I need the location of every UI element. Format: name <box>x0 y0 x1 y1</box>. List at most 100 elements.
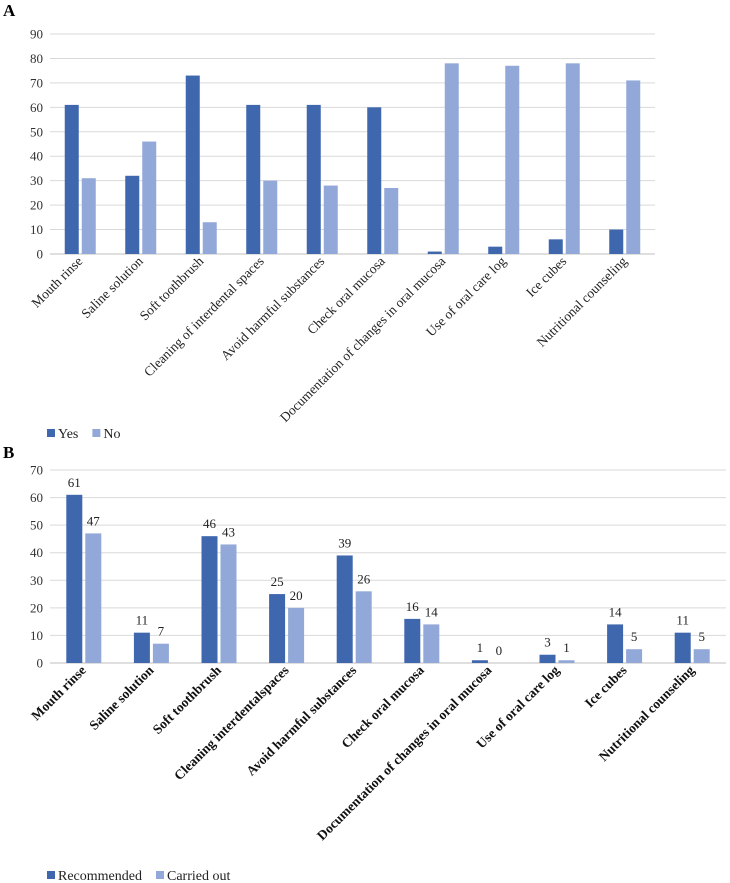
x-category-label: Ice cubes <box>523 254 569 300</box>
x-category-label: Saline solution <box>78 253 146 321</box>
y-tick-label: 70 <box>30 75 43 90</box>
bar-series2 <box>565 63 580 255</box>
data-label: 11 <box>676 613 689 628</box>
y-tick-label: 40 <box>30 545 43 560</box>
bar-series2 <box>202 222 217 254</box>
bar-series1 <box>548 239 563 254</box>
legend-swatch <box>155 871 164 879</box>
data-label: 3 <box>544 635 551 650</box>
data-label: 5 <box>698 629 705 644</box>
y-tick-label: 30 <box>30 173 43 188</box>
y-tick-label: 90 <box>30 27 43 42</box>
x-category-label: Avoid harmful substances <box>218 254 328 364</box>
bar-series1 <box>471 660 488 663</box>
y-tick-label: 20 <box>30 198 43 213</box>
x-category-label: Mouth rinse <box>28 663 89 724</box>
bar-series2 <box>558 660 575 663</box>
bar-series2 <box>81 178 96 254</box>
x-category-label: Saline solution <box>86 662 157 733</box>
data-label: 26 <box>357 571 371 586</box>
bar-series1 <box>427 251 442 254</box>
x-category-label: Ice cubes <box>582 663 630 711</box>
legend-entry: Yes <box>58 427 78 442</box>
x-category-label: Soft toothbrush <box>150 662 225 737</box>
y-tick-label: 80 <box>30 51 43 66</box>
bar-series2 <box>626 80 641 254</box>
data-label: 43 <box>222 524 235 539</box>
bar-series1 <box>64 104 79 254</box>
data-label: 25 <box>271 574 284 589</box>
data-label: 14 <box>425 604 439 619</box>
bar-series1 <box>607 624 624 663</box>
y-tick-label: 0 <box>37 656 44 671</box>
x-category-label: Mouth rinse <box>28 254 85 311</box>
bar-series1 <box>539 654 556 663</box>
bar-series1 <box>66 494 83 663</box>
data-label: 16 <box>406 599 420 614</box>
bar-series1 <box>367 107 382 254</box>
legend-entry: No <box>103 427 120 442</box>
panel-a-label: A <box>3 1 16 20</box>
bar-series2 <box>693 649 710 663</box>
bar-series1 <box>246 104 261 254</box>
legend-entry: Carried out <box>167 869 230 883</box>
data-label: 61 <box>68 475 81 490</box>
panel-b-label: B <box>3 443 14 462</box>
y-tick-label: 40 <box>30 149 43 164</box>
bar-series2 <box>323 185 338 254</box>
y-tick-label: 0 <box>37 247 44 262</box>
bar-series1 <box>306 104 321 254</box>
bar-series1 <box>201 536 218 663</box>
y-tick-label: 10 <box>30 222 43 237</box>
data-label: 47 <box>87 513 101 528</box>
data-label: 1 <box>477 640 484 655</box>
bar-series2 <box>384 188 399 254</box>
bar-series1 <box>269 594 286 663</box>
x-category-label: Avoid harmful substances <box>243 663 359 779</box>
bar-series2 <box>444 63 459 255</box>
y-tick-label: 60 <box>30 100 43 115</box>
bar-series2 <box>423 624 440 663</box>
data-label: 14 <box>609 604 623 619</box>
bar-series1 <box>125 175 140 254</box>
bar-series2 <box>626 649 643 663</box>
bar-series2 <box>288 607 305 663</box>
data-label: 1 <box>563 640 570 655</box>
bar-series2 <box>142 141 157 254</box>
y-tick-label: 20 <box>30 600 43 615</box>
bar-series1 <box>133 632 150 663</box>
bar-series1 <box>336 555 353 663</box>
y-tick-label: 30 <box>30 573 43 588</box>
data-label: 7 <box>158 624 165 639</box>
bar-series2 <box>220 544 237 663</box>
legend-swatch <box>47 429 55 437</box>
y-tick-label: 50 <box>30 124 43 139</box>
bar-series2 <box>85 533 102 663</box>
data-label: 46 <box>203 516 217 531</box>
y-tick-label: 50 <box>30 518 43 533</box>
bar-series1 <box>185 75 200 254</box>
bar-series2 <box>505 65 520 255</box>
data-label: 11 <box>136 613 149 628</box>
legend-swatch <box>92 429 101 437</box>
data-label: 0 <box>496 643 503 658</box>
y-tick-label: 70 <box>30 463 43 478</box>
bar-series1 <box>674 632 691 663</box>
legend-swatch <box>47 871 55 879</box>
y-tick-label: 60 <box>30 490 43 505</box>
x-category-label: Cleaning interdentalspaces <box>171 663 292 784</box>
x-category-label: Cleaning of interdental spaces <box>141 254 267 380</box>
bar-series2 <box>263 180 278 254</box>
bar-series1 <box>404 618 421 663</box>
y-tick-label: 10 <box>30 628 43 643</box>
data-label: 5 <box>631 629 638 644</box>
data-label: 20 <box>290 588 303 603</box>
bar-series1 <box>609 229 624 254</box>
bar-series1 <box>488 246 503 254</box>
bar-series2 <box>355 591 372 663</box>
data-label: 39 <box>338 535 351 550</box>
legend-entry: Recommended <box>58 869 142 883</box>
